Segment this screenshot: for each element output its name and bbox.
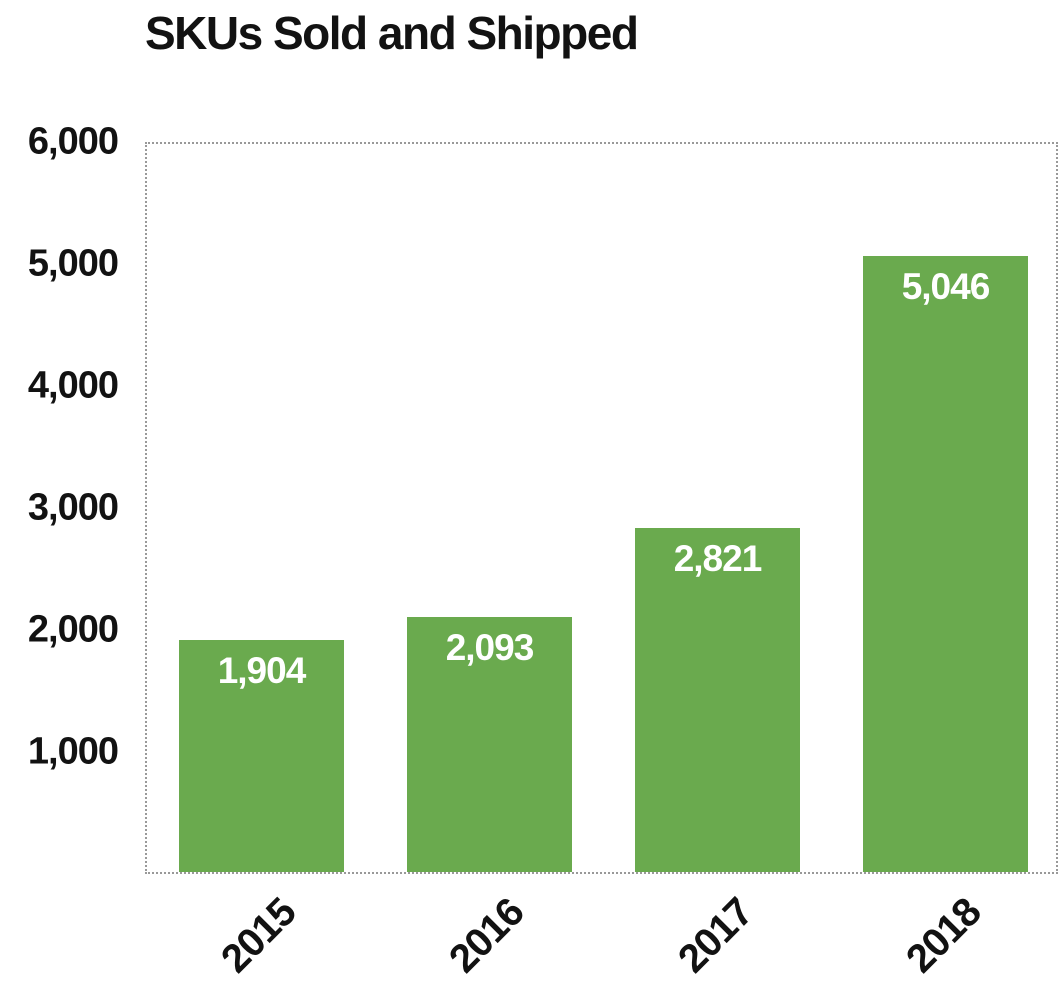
- bar-2017: 2,821: [635, 528, 800, 872]
- y-tick-label-2,000: 2,000: [27, 608, 119, 651]
- y-tick-label-4,000: 4,000: [27, 364, 119, 407]
- y-tick-label-3,000: 3,000: [27, 486, 119, 529]
- bar-2016: 2,093: [407, 617, 572, 872]
- bar-value-label-2016: 2,093: [445, 627, 535, 668]
- x-tick-label-2018: 2018: [898, 890, 990, 982]
- y-tick-label-5,000: 5,000: [27, 242, 119, 285]
- bar-value-label-2017: 2,821: [673, 538, 763, 579]
- plot-area: 1,904 2,093 2,821 5,046: [145, 142, 1058, 874]
- bar-2018: 5,046: [863, 256, 1028, 872]
- bar-2015: 1,904: [179, 640, 344, 872]
- x-tick-label-2015: 2015: [213, 890, 305, 982]
- x-tick-label-2017: 2017: [670, 890, 762, 982]
- chart-title: SKUs Sold and Shipped: [145, 7, 639, 59]
- bar-value-label-2015: 1,904: [217, 650, 307, 691]
- y-tick-label-6,000: 6,000: [27, 120, 119, 163]
- y-tick-label-1,000: 1,000: [27, 730, 119, 773]
- y-axis: 1,000 2,000 3,000 4,000 5,000 6,000: [0, 0, 119, 994]
- bar-value-label-2018: 5,046: [901, 266, 991, 307]
- x-tick-label-2016: 2016: [441, 890, 533, 982]
